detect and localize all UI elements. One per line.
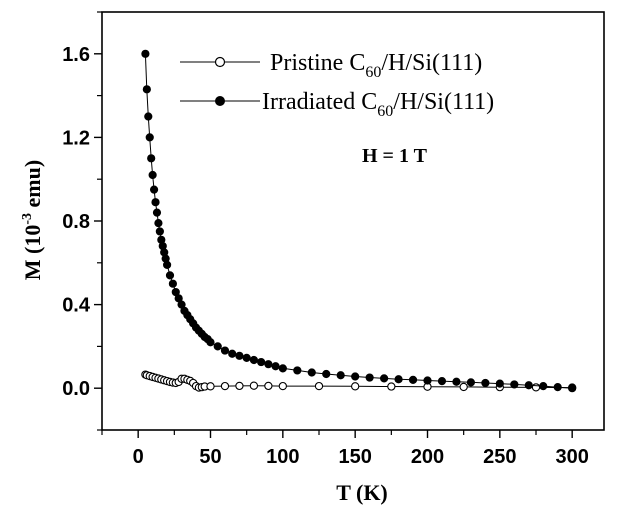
legend-irradiated-prefix: Irradiated C: [262, 89, 377, 115]
data-point-irradiated: [166, 272, 173, 279]
data-point-pristine: [315, 383, 322, 390]
legend-irradiated-suffix: /H/Si(111): [393, 89, 494, 115]
y-axis-label-prefix: M (10: [20, 225, 45, 281]
legend-pristine-marker: [216, 58, 225, 67]
data-point-irradiated: [540, 383, 547, 390]
x-tick-label: 50: [199, 446, 221, 468]
data-point-irradiated: [308, 369, 315, 376]
data-point-irradiated: [221, 347, 228, 354]
y-tick-label: 0.0: [62, 378, 90, 400]
data-point-irradiated: [438, 377, 445, 384]
data-point-irradiated: [142, 50, 149, 57]
data-point-irradiated: [409, 376, 416, 383]
data-point-irradiated: [258, 358, 265, 365]
data-point-irradiated: [265, 361, 272, 368]
data-point-irradiated: [323, 370, 330, 377]
data-point-irradiated: [146, 134, 153, 141]
data-point-pristine: [265, 382, 272, 389]
data-point-irradiated: [569, 385, 576, 392]
data-point-irradiated: [337, 372, 344, 379]
legend-irradiated-label: Irradiated C60/H/Si(111): [262, 89, 494, 120]
data-point-pristine: [221, 383, 228, 390]
data-point-irradiated: [169, 280, 176, 287]
data-point-irradiated: [243, 354, 250, 361]
data-point-irradiated: [352, 373, 359, 380]
data-point-irradiated: [554, 384, 561, 391]
y-tick-label: 1.6: [62, 44, 90, 66]
data-point-irradiated: [250, 356, 257, 363]
data-point-pristine: [279, 383, 286, 390]
legend: Pristine C60/H/Si(111) Irradiated C60/H/…: [180, 50, 494, 120]
y-tick-label: 0.4: [62, 295, 91, 317]
data-point-irradiated: [395, 376, 402, 383]
x-axis-label: T (K): [336, 480, 388, 505]
y-axis-label-superscript: -3: [20, 213, 35, 225]
data-point-irradiated: [207, 339, 214, 346]
y-axis-label: M (10-3 emu): [20, 160, 45, 280]
data-point-irradiated: [279, 365, 286, 372]
y-tick-label: 1.2: [62, 127, 90, 149]
data-point-irradiated: [229, 350, 236, 357]
data-point-pristine: [236, 382, 243, 389]
data-point-irradiated: [236, 352, 243, 359]
x-tick-label: 300: [555, 446, 588, 468]
data-point-irradiated: [214, 343, 221, 350]
legend-irradiated-subscript: 60: [377, 103, 393, 120]
data-point-irradiated: [424, 377, 431, 384]
data-point-pristine: [250, 382, 257, 389]
data-point-irradiated: [294, 367, 301, 374]
data-point-irradiated: [453, 378, 460, 385]
data-point-irradiated: [366, 374, 373, 381]
field-annotation: H = 1 T: [362, 145, 428, 167]
data-point-pristine: [460, 383, 467, 390]
data-point-irradiated: [272, 363, 279, 370]
data-point-pristine: [388, 383, 395, 390]
data-point-irradiated: [467, 379, 474, 386]
data-point-irradiated: [155, 219, 162, 226]
data-point-irradiated: [143, 86, 150, 93]
plot-area: 0 50 100 150 200 250 300 0.0 0.4 0.8 1.2 1.6: [62, 12, 604, 468]
legend-irradiated-marker: [216, 97, 225, 106]
data-point-pristine: [352, 383, 359, 390]
data-point-irradiated: [525, 382, 532, 389]
data-point-irradiated: [148, 155, 155, 162]
data-point-irradiated: [381, 375, 388, 382]
y-axis-label-suffix: emu): [20, 160, 45, 213]
x-tick-label: 200: [411, 446, 444, 468]
data-point-irradiated: [156, 228, 163, 235]
data-point-irradiated: [482, 379, 489, 386]
x-tick-label: 0: [133, 446, 144, 468]
data-point-irradiated: [145, 113, 152, 120]
data-point-irradiated: [496, 380, 503, 387]
legend-pristine-label: Pristine C60/H/Si(111): [270, 50, 482, 81]
x-tick-label: 150: [338, 446, 371, 468]
y-tick-label: 0.8: [62, 211, 90, 233]
data-point-pristine: [532, 384, 539, 391]
data-point-irradiated: [153, 209, 160, 216]
x-tick-label: 250: [483, 446, 516, 468]
data-point-irradiated: [152, 199, 159, 206]
legend-pristine-prefix: Pristine C: [270, 50, 365, 76]
legend-pristine-subscript: 60: [365, 64, 381, 81]
x-tick-label: 100: [266, 446, 299, 468]
legend-pristine-suffix: /H/Si(111): [381, 50, 482, 76]
data-point-irradiated: [511, 381, 518, 388]
data-point-irradiated: [150, 186, 157, 193]
data-point-irradiated: [149, 171, 156, 178]
data-point-pristine: [207, 383, 214, 390]
data-point-irradiated: [164, 261, 171, 268]
